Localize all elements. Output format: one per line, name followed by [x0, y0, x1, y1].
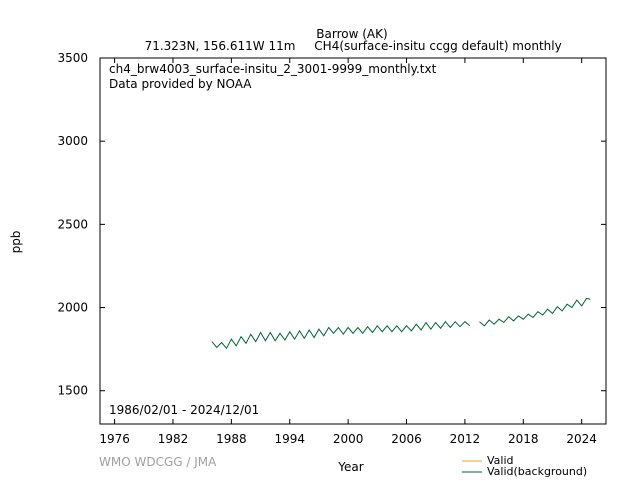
x-tick-label: 1988 — [216, 432, 247, 446]
plot-area — [99, 57, 607, 425]
y-axis: 1500 2000 2500 3000 3500 — [57, 51, 606, 398]
chart-title-station: Barrow (AK) — [316, 27, 387, 41]
y-tick-label: 3500 — [57, 51, 88, 65]
x-tick-label: 1994 — [274, 432, 305, 446]
x-tick-label: 2024 — [566, 432, 597, 446]
x-tick-label: 2018 — [508, 432, 539, 446]
x-tick-label: 1982 — [158, 432, 189, 446]
legend: Valid Valid(background) — [462, 454, 587, 478]
x-tick-label: 2012 — [450, 432, 481, 446]
data-filename: ch4_brw4003_surface-insitu_2_3001-9999_m… — [109, 62, 437, 76]
y-tick-label: 3000 — [57, 134, 88, 148]
x-tick-label: 2006 — [391, 432, 422, 446]
legend-label-background: Valid(background) — [487, 465, 587, 478]
y-tick-label: 1500 — [57, 384, 88, 398]
y-axis-label: ppb — [9, 231, 23, 254]
chart-subtitle-location: 71.323N, 156.611W 11m — [145, 39, 296, 53]
y-tick-label: 2000 — [57, 301, 88, 315]
legend-label-valid: Valid — [487, 454, 514, 467]
series-layer — [211, 297, 591, 350]
x-axis: 1976 1982 1988 1994 2000 2006 2012 2018 2024 — [99, 58, 597, 446]
y-tick-label: 2500 — [57, 217, 88, 231]
x-tick-label: 2000 — [333, 432, 364, 446]
data-period: 1986/02/01 - 2024/12/01 — [109, 403, 259, 417]
data-provider: Data provided by NOAA — [109, 77, 252, 91]
series-line-background — [211, 297, 591, 350]
chart-subtitle-parameter: CH4(surface-insitu ccgg default) monthly — [314, 39, 561, 53]
x-tick-label: 1976 — [99, 432, 130, 446]
x-axis-label: Year — [337, 460, 363, 474]
credit-label: WMO WDCGG / JMA — [99, 455, 217, 469]
